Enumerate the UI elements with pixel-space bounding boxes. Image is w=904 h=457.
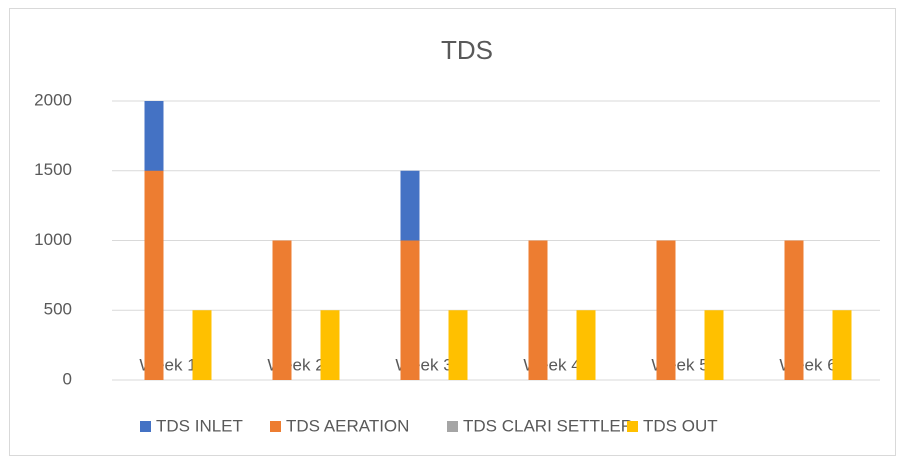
bar [320, 310, 340, 380]
bar [144, 170, 164, 380]
bar [704, 310, 724, 380]
legend-swatch [627, 421, 638, 432]
bar [272, 240, 292, 380]
legend-label: TDS INLET [156, 416, 243, 435]
y-tick-label: 1500 [34, 160, 72, 179]
legend-label: TDS CLARI SETTLER [463, 416, 633, 435]
legend-swatch [447, 421, 458, 432]
chart-border [9, 8, 896, 456]
legend-label: TDS AERATION [286, 416, 409, 435]
bar [784, 240, 804, 380]
chart-title: TDS [441, 35, 493, 65]
y-tick-label: 2000 [34, 90, 72, 109]
legend-swatch [270, 421, 281, 432]
y-tick-label: 1000 [34, 230, 72, 249]
y-tick-label: 500 [44, 300, 72, 319]
y-tick-label: 0 [63, 369, 72, 388]
bar [576, 310, 596, 380]
bar [656, 240, 676, 380]
bar [528, 240, 548, 380]
bar [832, 310, 852, 380]
legend-label: TDS OUT [643, 416, 718, 435]
bar [400, 240, 420, 380]
legend-swatch [140, 421, 151, 432]
bar [448, 310, 468, 380]
bar [192, 310, 212, 380]
